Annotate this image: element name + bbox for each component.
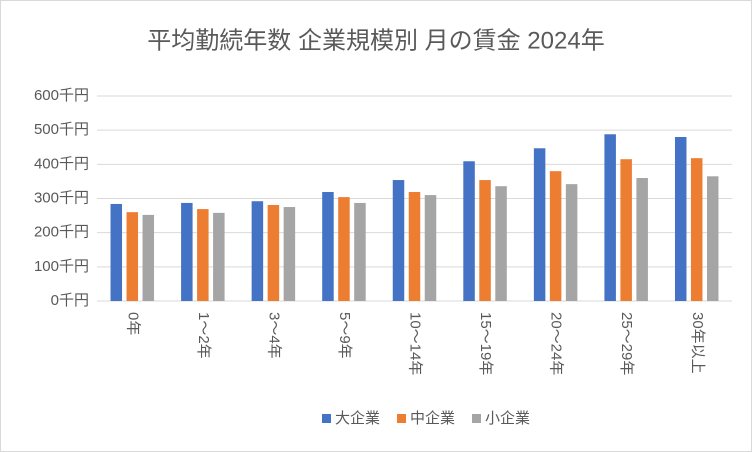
y-tick-label: 500千円 — [34, 121, 89, 138]
bar — [338, 197, 350, 301]
bar — [251, 201, 264, 301]
x-tick-label: 30年以上 — [689, 312, 706, 374]
bar — [197, 209, 209, 301]
legend-swatch — [322, 414, 331, 423]
bar — [690, 158, 703, 301]
chart-title: 平均勤続年数 企業規模別 月の賃金 2024年 — [147, 27, 604, 54]
bar — [322, 192, 334, 301]
bar — [620, 159, 632, 301]
x-tick-label: 3～4年 — [265, 312, 282, 359]
legend-label: 小企業 — [485, 409, 530, 427]
legend-swatch — [397, 414, 406, 423]
y-tick-label: 200千円 — [34, 224, 89, 241]
bar — [126, 212, 139, 301]
y-tick-label: 300千円 — [34, 189, 89, 206]
legend-label: 大企業 — [335, 409, 380, 427]
bar — [283, 207, 296, 301]
bar — [463, 161, 475, 301]
bar — [354, 202, 366, 301]
y-tick-label: 400千円 — [34, 155, 89, 172]
bar — [674, 137, 687, 301]
x-tick-label: 10～14年 — [407, 312, 424, 375]
y-tick-label: 0千円 — [51, 292, 89, 309]
x-tick-label: 20～24年 — [548, 312, 565, 375]
bar — [267, 204, 280, 301]
bar — [424, 195, 437, 301]
bar — [392, 180, 405, 301]
bar — [706, 176, 719, 301]
bar — [533, 148, 546, 301]
y-tick-label: 100千円 — [34, 258, 89, 275]
x-tick-label: 15～19年 — [477, 312, 494, 375]
bar — [479, 180, 491, 301]
bar — [110, 203, 123, 301]
bar — [495, 186, 507, 301]
bar — [565, 184, 578, 301]
bar — [549, 171, 562, 301]
bar — [604, 134, 616, 301]
x-tick-label: 0年 — [124, 312, 141, 335]
legend-swatch — [472, 414, 481, 423]
bar — [213, 212, 225, 301]
bar — [636, 178, 648, 301]
x-tick-label: 1～2年 — [195, 312, 212, 359]
legend-label: 中企業 — [410, 409, 455, 427]
x-tick-label: 25～29年 — [618, 312, 635, 375]
y-tick-label: 600千円 — [34, 87, 89, 104]
bar — [408, 192, 421, 301]
bar — [142, 214, 155, 301]
x-tick-label: 5～9年 — [336, 312, 353, 359]
bar — [181, 202, 193, 301]
